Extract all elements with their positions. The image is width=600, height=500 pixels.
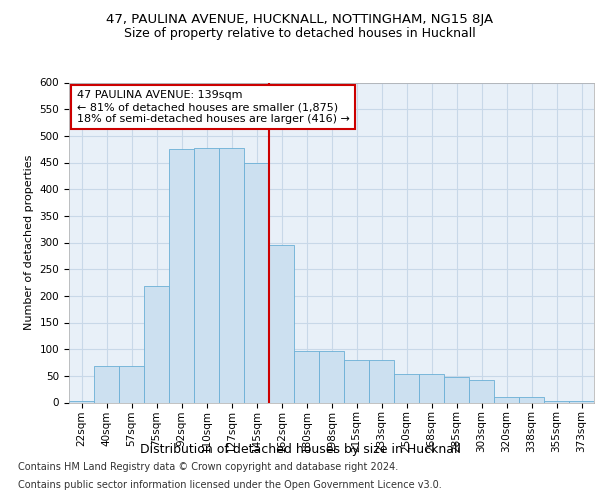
Text: Distribution of detached houses by size in Hucknall: Distribution of detached houses by size … (139, 442, 461, 456)
Y-axis label: Number of detached properties: Number of detached properties (24, 155, 34, 330)
Bar (419, 374, 444, 402)
Bar (319, 352, 344, 403)
Bar (144, 286, 169, 403)
Bar (194, 148, 219, 402)
Bar (369, 360, 394, 403)
Bar (469, 380, 494, 402)
Bar (169, 149, 194, 403)
Bar (119, 366, 144, 403)
Bar (394, 374, 419, 402)
Bar (244, 162, 269, 402)
Text: Size of property relative to detached houses in Hucknall: Size of property relative to detached ho… (124, 28, 476, 40)
Text: 47, PAULINA AVENUE, HUCKNALL, NOTTINGHAM, NG15 8JA: 47, PAULINA AVENUE, HUCKNALL, NOTTINGHAM… (106, 12, 494, 26)
Bar (294, 352, 319, 403)
Text: Contains public sector information licensed under the Open Government Licence v3: Contains public sector information licen… (18, 480, 442, 490)
Text: Contains HM Land Registry data © Crown copyright and database right 2024.: Contains HM Land Registry data © Crown c… (18, 462, 398, 472)
Bar (519, 397, 544, 402)
Bar (444, 378, 469, 402)
Bar (219, 148, 244, 402)
Bar (269, 245, 294, 402)
Bar (494, 397, 519, 402)
Bar (94, 366, 119, 403)
Bar (344, 360, 369, 403)
Text: 47 PAULINA AVENUE: 139sqm
← 81% of detached houses are smaller (1,875)
18% of se: 47 PAULINA AVENUE: 139sqm ← 81% of detac… (77, 90, 350, 124)
